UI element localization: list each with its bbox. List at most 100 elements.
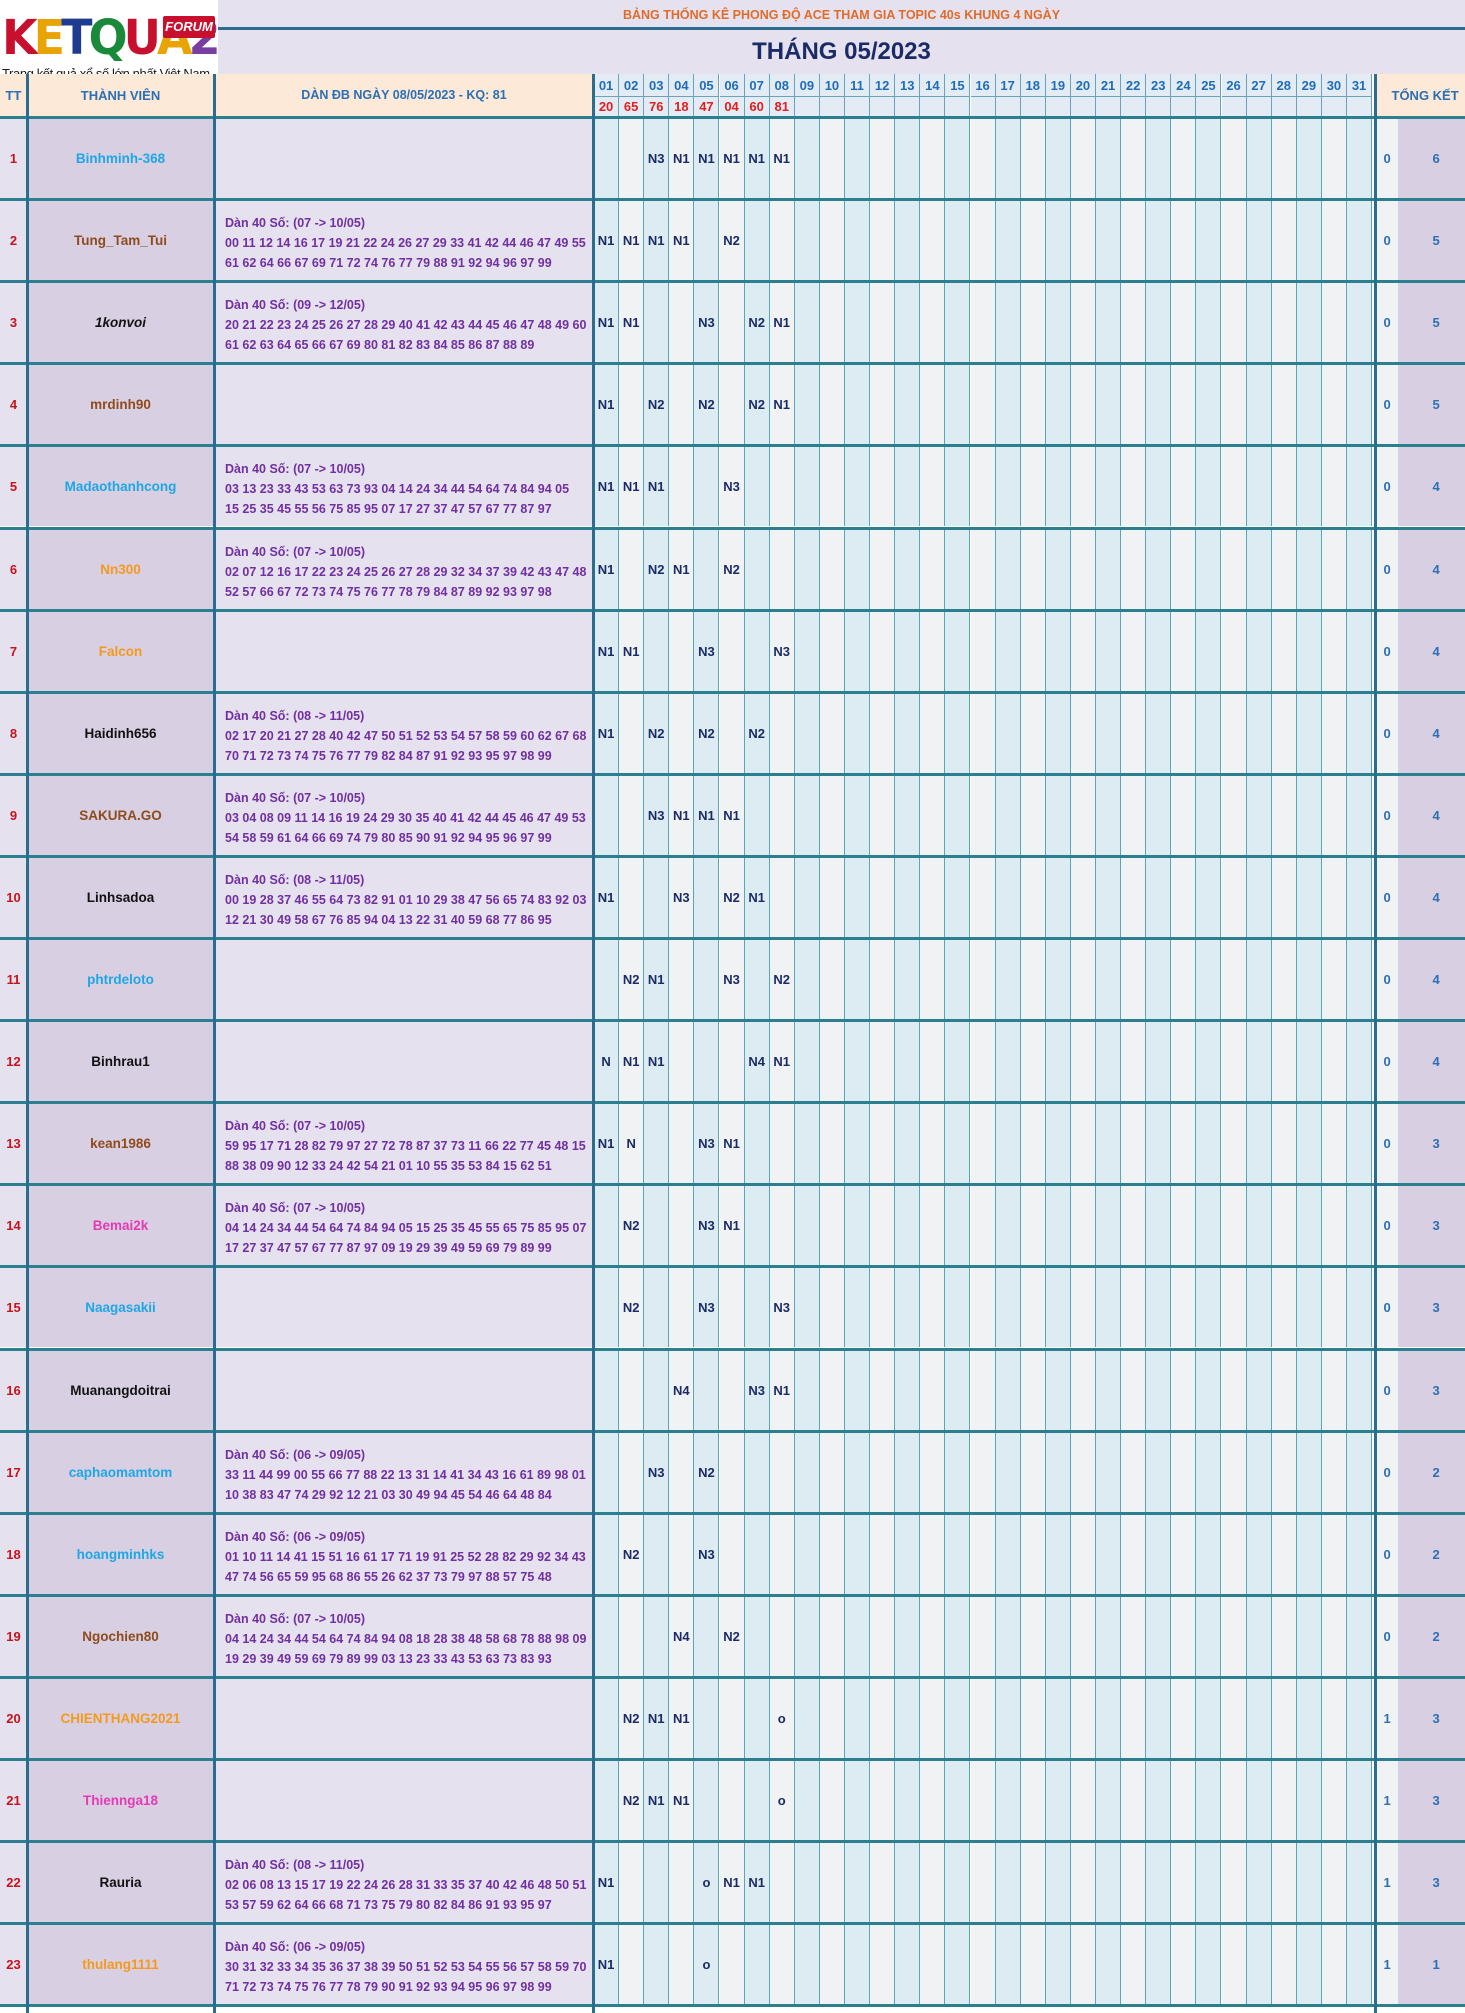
day-mark bbox=[719, 1761, 745, 1841]
row-number: 15 bbox=[0, 1268, 27, 1348]
dan-title: Dàn 40 Số: (07 -> 10/05) bbox=[225, 1611, 365, 1626]
total-score-a: 0 bbox=[1376, 940, 1399, 1020]
member-name[interactable]: Thiennga18 bbox=[27, 1761, 214, 1841]
day-result bbox=[945, 97, 971, 116]
day-header: 16 bbox=[970, 74, 996, 97]
day-mark bbox=[995, 1268, 1021, 1348]
day-mark: N2 bbox=[644, 693, 670, 773]
day-mark bbox=[1171, 283, 1197, 363]
member-name[interactable]: Rauria bbox=[27, 1843, 214, 1923]
member-name[interactable]: Nn300 bbox=[27, 529, 214, 609]
member-name[interactable]: caphaomamtom bbox=[27, 1432, 214, 1512]
day-mark bbox=[819, 1104, 845, 1184]
day-mark: N1 bbox=[669, 1761, 695, 1841]
day-mark bbox=[1096, 1761, 1122, 1841]
day-mark: N1 bbox=[769, 1022, 795, 1102]
day-header: 22 bbox=[1121, 74, 1147, 97]
member-name[interactable]: CHIENTHANG2021 bbox=[27, 1678, 214, 1758]
total-score-b: 4 bbox=[1398, 940, 1465, 1020]
day-header: 29 bbox=[1296, 74, 1322, 97]
day-mark bbox=[619, 775, 645, 855]
day-mark bbox=[1121, 1514, 1147, 1594]
member-name[interactable]: Bemai2k bbox=[27, 1186, 214, 1266]
day-mark bbox=[1347, 283, 1373, 363]
member-name[interactable]: Haidinh656 bbox=[27, 693, 214, 773]
day-mark bbox=[845, 1350, 871, 1430]
member-name[interactable]: Linhsadoa bbox=[27, 857, 214, 937]
dan-title: Dàn 40 Số: (07 -> 10/05) bbox=[225, 462, 365, 477]
day-mark: N1 bbox=[644, 1761, 670, 1841]
member-name[interactable]: Binhminh-368 bbox=[27, 119, 214, 199]
dan-numbers: Dàn 40 Số: (06 -> 09/05) 01 10 11 14 41 1… bbox=[214, 1514, 594, 1594]
row-divider bbox=[0, 690, 1465, 694]
member-name[interactable]: Tung_Tam_Tui bbox=[27, 201, 214, 281]
day-mark bbox=[1096, 1432, 1122, 1512]
day-mark bbox=[1096, 1678, 1122, 1758]
day-result bbox=[1221, 97, 1247, 116]
day-mark bbox=[1070, 201, 1096, 281]
member-name[interactable]: Ngochien80 bbox=[27, 1596, 214, 1676]
day-mark bbox=[819, 1186, 845, 1266]
member-name[interactable]: mrdinh90 bbox=[27, 365, 214, 445]
day-mark bbox=[1146, 1350, 1172, 1430]
column-divider bbox=[1374, 74, 1378, 2013]
stats-table: TT THÀNH VIÊN DÀN ĐB NGÀY 08/05/2023 - KQ:… bbox=[0, 74, 1465, 2013]
member-name[interactable]: 1konvoi bbox=[27, 283, 214, 363]
member-name[interactable]: Binhrau1 bbox=[27, 1022, 214, 1102]
day-mark bbox=[1070, 1432, 1096, 1512]
day-mark bbox=[1020, 1596, 1046, 1676]
day-header: 25 bbox=[1196, 74, 1222, 97]
dan-line: 19 29 39 49 59 69 79 89 99 03 13 23 33 4… bbox=[225, 1651, 552, 1666]
member-name[interactable]: Madaothanhcong bbox=[27, 447, 214, 527]
member-name[interactable]: hoangminhks bbox=[27, 1514, 214, 1594]
member-name[interactable]: Muanangdoitrai bbox=[27, 1350, 214, 1430]
day-header: 21 bbox=[1096, 74, 1122, 97]
day-mark bbox=[644, 1186, 670, 1266]
day-mark bbox=[1196, 1761, 1222, 1841]
total-score-b: 2 bbox=[1398, 1432, 1465, 1512]
day-mark bbox=[1347, 1514, 1373, 1594]
day-mark bbox=[1146, 1925, 1172, 2005]
row-divider bbox=[0, 444, 1465, 448]
day-mark bbox=[1246, 1022, 1272, 1102]
day-mark bbox=[769, 1843, 795, 1923]
day-result bbox=[920, 97, 946, 116]
row-divider bbox=[0, 937, 1465, 940]
member-name[interactable]: Falcon bbox=[27, 611, 214, 691]
row-number: 5 bbox=[0, 447, 27, 527]
member-name[interactable]: thulang1111 bbox=[27, 1925, 214, 2005]
day-mark bbox=[769, 201, 795, 281]
member-name[interactable]: Naagasakii bbox=[27, 1268, 214, 1348]
day-mark bbox=[1020, 1022, 1046, 1102]
day-mark bbox=[970, 775, 996, 855]
day-mark bbox=[1096, 529, 1122, 609]
day-mark bbox=[1347, 857, 1373, 937]
day-mark bbox=[1271, 201, 1297, 281]
day-mark bbox=[1221, 1514, 1247, 1594]
day-mark bbox=[644, 1843, 670, 1923]
day-mark bbox=[819, 857, 845, 937]
day-mark bbox=[669, 283, 695, 363]
day-header: 24 bbox=[1171, 74, 1197, 97]
member-name[interactable]: SAKURA.GO bbox=[27, 775, 214, 855]
dan-line: 30 31 32 33 34 35 36 37 38 39 50 51 52 5… bbox=[225, 1960, 587, 1975]
day-mark bbox=[694, 1022, 720, 1102]
dan-line: 04 14 24 34 44 54 64 74 84 94 08 18 28 3… bbox=[225, 1631, 587, 1646]
day-mark bbox=[819, 611, 845, 691]
day-mark bbox=[920, 1925, 946, 2005]
day-mark: N1 bbox=[619, 283, 645, 363]
day-mark bbox=[920, 940, 946, 1020]
day-header: 26 bbox=[1221, 74, 1247, 97]
day-mark bbox=[769, 693, 795, 773]
dan-line: 01 10 11 14 41 15 51 16 61 17 71 19 91 2… bbox=[225, 1549, 586, 1564]
logo-letter: E bbox=[33, 8, 66, 66]
day-mark bbox=[895, 447, 921, 527]
day-mark bbox=[719, 1268, 745, 1348]
day-mark bbox=[895, 1022, 921, 1102]
day-mark bbox=[895, 1104, 921, 1184]
day-mark bbox=[1020, 1268, 1046, 1348]
day-mark bbox=[1121, 775, 1147, 855]
member-name[interactable]: kean1986 bbox=[27, 1104, 214, 1184]
member-name[interactable]: phtrdeloto bbox=[27, 940, 214, 1020]
day-mark bbox=[1196, 775, 1222, 855]
